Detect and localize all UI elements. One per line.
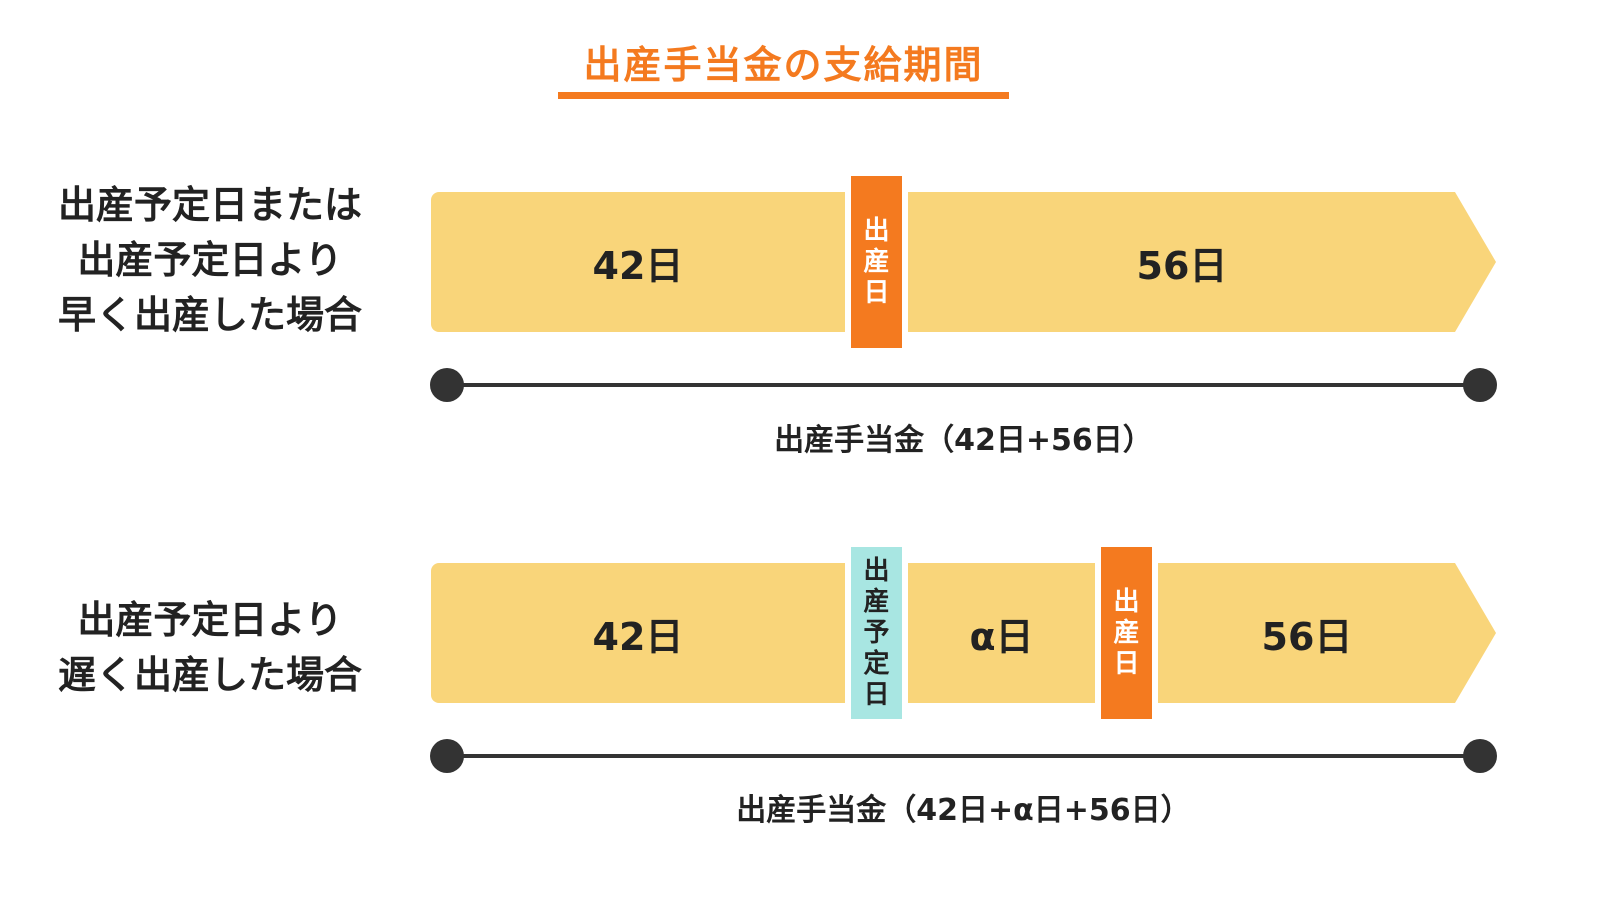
marker-char: 日 — [1113, 648, 1140, 679]
row2-label-line: 遅く出産した場合 — [57, 653, 362, 697]
row1-start-dot — [430, 368, 464, 402]
row1-after-period: 56日 — [908, 192, 1496, 332]
marker-char: 予 — [863, 617, 890, 648]
row2-delay-period: α日 — [908, 563, 1095, 703]
row2-start-dot — [430, 739, 464, 773]
row1-total: 出産手当金（42日+56日） — [774, 423, 1153, 458]
marker-char: 定 — [863, 648, 890, 679]
row2-label-line: 出産予定日より — [77, 598, 343, 642]
marker-char: 産 — [863, 586, 890, 617]
marker-char: 産 — [863, 246, 890, 277]
row1-end-dot — [1463, 368, 1497, 402]
marker-char: 日 — [863, 277, 890, 308]
marker-char: 出 — [1113, 586, 1140, 617]
row2-scheduled-date-marker: 出 産 予 定 日 — [851, 547, 902, 719]
row1-label: 出産予定日または 出産予定日より 早く出産した場合 — [20, 178, 400, 343]
row2-end-dot — [1463, 739, 1497, 773]
title-underline — [558, 92, 1009, 99]
row2-after-period: 56日 — [1158, 563, 1496, 703]
row1-timeline — [447, 383, 1480, 387]
row2-label: 出産予定日より 遅く出産した場合 — [20, 593, 400, 703]
row2-timeline — [447, 754, 1480, 758]
row2-birth-date-marker: 出 産 日 — [1101, 547, 1152, 719]
row2-before-period: 42日 — [431, 563, 845, 703]
row2-total: 出産手当金（42日+α日+56日） — [736, 793, 1191, 828]
marker-char: 出 — [863, 215, 890, 246]
row1-label-line: 出産予定日または — [57, 183, 362, 227]
marker-char: 出 — [863, 555, 890, 586]
row1-before-period: 42日 — [431, 192, 845, 332]
marker-char: 日 — [863, 679, 890, 710]
row2-after-label: 56日 — [1261, 614, 1353, 659]
row1-label-line: 早く出産した場合 — [57, 293, 362, 337]
marker-char: 産 — [1113, 617, 1140, 648]
row1-birth-date-marker: 出 産 日 — [851, 176, 902, 348]
row1-after-label: 56日 — [1136, 243, 1228, 288]
diagram-title: 出産手当金の支給期間 — [583, 43, 984, 87]
row1-label-line: 出産予定日より — [77, 238, 343, 282]
